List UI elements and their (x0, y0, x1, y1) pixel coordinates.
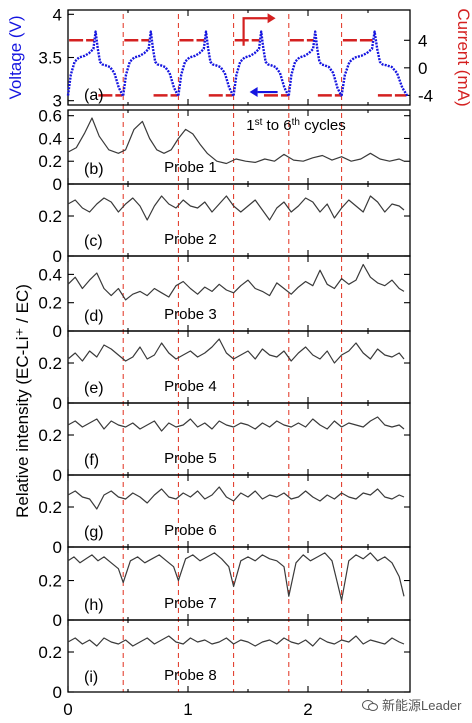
panel-f-ytick-label: 0 (53, 466, 62, 485)
cycles-annotation-part: to 6 (262, 117, 291, 134)
charge-arrowhead (267, 13, 276, 24)
shared-ylabel-group: Relative intensity (EC-Li⁺ / EC) (13, 284, 32, 518)
panel-e-ytick-label: 0 (53, 394, 62, 413)
cycles-annotation-part: 1 (246, 117, 254, 134)
panel-f-letter: (f) (84, 452, 99, 469)
panel-e-letter: (e) (84, 380, 104, 397)
watermark-text: 新能源Leader (382, 698, 462, 713)
current-tick-label: 0 (418, 59, 427, 78)
voltage-cycle-3 (177, 30, 235, 97)
panel-f-frame (67, 402, 411, 476)
panel-i-frame (67, 619, 411, 693)
panel-h-ytick-label: 0.2 (38, 572, 62, 591)
voltage-cycle-4 (232, 30, 290, 97)
cycles-annotation: 1st to 6th cycles (246, 117, 346, 135)
panel-i-ytick-label: 0.2 (38, 643, 62, 662)
x-tick-label-2: 2 (303, 700, 312, 719)
voltage-cycle-2 (122, 30, 180, 97)
voltage-tick-label: 3 (53, 92, 62, 111)
chart-panels: 3 3.5 4 4 0 -4 Voltage (V) Current (mA) (a) 0 0.2 0… (6, 5, 472, 719)
panel-c-letter: (c) (84, 233, 103, 250)
panel-g-probe-label: Probe 6 (164, 522, 217, 539)
panel-h-frame (67, 546, 411, 621)
panel-g-letter: (g) (84, 524, 104, 541)
panel-g-ytick-label: 0.2 (38, 498, 62, 517)
panel-b-ytick-label: 0.4 (38, 129, 62, 148)
voltage-cycle-1 (66, 30, 125, 97)
wechat-icon (362, 699, 378, 711)
panel-d-ytick-label: 0.4 (38, 265, 62, 284)
panel-e-ytick-label: 0.2 (38, 354, 62, 373)
panel-h-probe-label: Probe 7 (164, 595, 217, 612)
current-tick-label: -4 (418, 86, 433, 105)
panel-h-series-line (67, 552, 405, 601)
current-tick-label: 4 (418, 31, 427, 50)
panel-i-letter: (i) (84, 669, 98, 686)
current-axis-title: Current (mA) (454, 8, 472, 106)
voltage-axis-title: Voltage (V) (6, 15, 25, 99)
panel-f-probe-label: Probe 5 (164, 450, 217, 467)
x-tick-label-1: 1 (183, 700, 192, 719)
voltage-tick-label: 4 (53, 5, 62, 24)
panel-b-frame (67, 109, 411, 185)
panel-c-frame (67, 183, 411, 257)
panel-b-ytick-label: 0.2 (38, 152, 62, 171)
panel-b-probe-label: Probe 1 (164, 159, 217, 176)
panel-b-ytick-label: 0.6 (38, 107, 62, 126)
panel-b-letter: (b) (84, 161, 104, 178)
panel-i-series-line (67, 635, 405, 647)
panel-e-probe-label: Probe 4 (164, 378, 217, 395)
panel-i-ytick-label: 0 (53, 683, 62, 702)
panel-c-ytick-label: 0 (53, 247, 62, 266)
cycles-annotation-part: st (255, 117, 263, 128)
panel-f-ytick-label: 0.2 (38, 426, 62, 445)
cycles-annotation-part: th (292, 117, 300, 128)
x-tick-label-0: 0 (63, 700, 72, 719)
shared-y-axis-title: Relative intensity (EC-Li⁺ / EC) (13, 284, 32, 518)
panel-d-letter: (d) (84, 308, 104, 325)
panel-d-frame (67, 255, 411, 332)
discharge-arrowhead (249, 87, 258, 98)
cycles-annotation-part: cycles (300, 117, 346, 134)
panel-e-frame (67, 330, 411, 404)
panel-d-probe-label: Probe 3 (164, 306, 217, 323)
charge-arrow (242, 17, 268, 46)
voltage-cycle-5 (287, 30, 343, 97)
panel-b-series-line (67, 117, 405, 165)
panel-a-letter: (a) (84, 87, 104, 104)
panel-c-ytick-label: 0.2 (38, 207, 62, 226)
voltage-series (66, 30, 409, 98)
panel-f-series-line (67, 416, 405, 432)
panel-e-series-line (67, 338, 405, 364)
watermark: 新能源Leader (362, 695, 461, 714)
panel-d-series-line (67, 263, 405, 301)
voltage-cycle-6 (340, 30, 409, 98)
panel-d-ytick-label: 0.2 (38, 294, 62, 313)
panel-d-ytick-label: 0 (53, 322, 62, 341)
panel-g-series-line (67, 486, 405, 510)
panel-g-ytick-label: 0 (53, 538, 62, 557)
current-series (69, 39, 407, 97)
panel-h-letter: (h) (84, 597, 104, 614)
voltage-tick-label: 3.5 (38, 49, 62, 68)
panel-b-ytick-label: 0 (53, 175, 62, 194)
panel-g-frame (67, 474, 411, 548)
panel-c-probe-label: Probe 2 (164, 231, 217, 248)
panel-i-probe-label: Probe 8 (164, 667, 217, 684)
panel-h-ytick-label: 0 (53, 611, 62, 630)
cycle-dividers (122, 14, 343, 692)
panel-c-series-line (67, 195, 405, 221)
